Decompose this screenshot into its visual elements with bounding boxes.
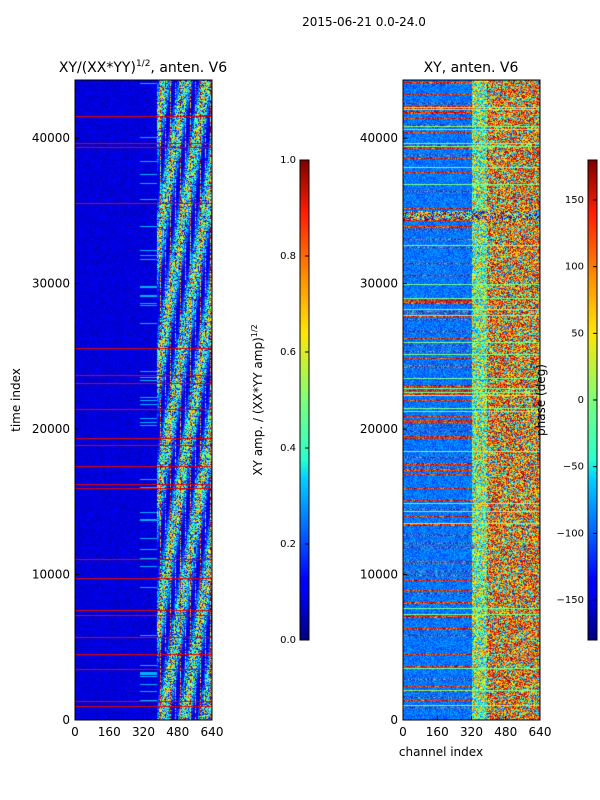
right-y-axis: 0 10000 20000 30000 40000 — [360, 131, 407, 727]
left-xtick-label: 480 — [166, 725, 189, 739]
left-ytick-label: 40000 — [32, 131, 70, 145]
left-ytick-label: 0 — [62, 713, 70, 727]
right-xtick-label: 640 — [529, 725, 552, 739]
left-colorbar-ticks: 0.0 0.2 0.4 0.6 0.8 1.0 — [280, 155, 309, 646]
right-heatmap-raster — [403, 80, 540, 720]
right-cbtick-label: −150 — [557, 595, 584, 606]
left-cbtick-label: 0.6 — [280, 347, 296, 358]
left-colorbar — [299, 159, 310, 641]
right-ytick-label: 10000 — [360, 568, 398, 582]
right-cbtick-label: 150 — [565, 195, 584, 206]
left-title: XY/(XX*YY)1/2, anten. V6 — [59, 59, 227, 76]
left-y-label: time index — [9, 368, 23, 432]
left-cbtick-label: 0.8 — [280, 251, 296, 262]
left-ytick-label: 20000 — [32, 422, 70, 436]
right-colorbar-label: phase (deg) — [534, 364, 548, 436]
left-heatmap-image — [75, 80, 212, 720]
right-xtick-label: 160 — [426, 725, 449, 739]
left-cbtick-label: 0.4 — [280, 443, 296, 454]
left-ytick-label: 10000 — [32, 568, 70, 582]
right-x-label: channel index — [399, 745, 483, 759]
right-xtick-label: 480 — [494, 725, 517, 739]
right-ytick-label: 40000 — [360, 131, 398, 145]
right-heatmap-image — [403, 80, 540, 720]
left-cbtick-label: 0.2 — [280, 539, 296, 550]
right-cbtick-label: −50 — [563, 462, 584, 473]
left-xtick-label: 0 — [71, 725, 79, 739]
left-cbtick-label: 1.0 — [280, 155, 296, 166]
right-xtick-label: 0 — [399, 725, 407, 739]
right-ytick-label: 0 — [390, 713, 398, 727]
right-colorbar-ticks: −150 −100 −50 0 50 100 150 — [557, 195, 597, 606]
right-cbtick-label: 0 — [578, 395, 584, 406]
left-panel: XY/(XX*YY)1/2, anten. V6 0 160 320 480 640 0… — [9, 59, 310, 739]
right-cbtick-label: 100 — [565, 262, 584, 273]
left-xtick-label: 160 — [98, 725, 121, 739]
left-colorbar-label: XY amp. / (XX*YY amp)1/2 — [250, 324, 265, 475]
left-cbtick-label: 0.0 — [280, 635, 296, 646]
left-xtick-label: 320 — [132, 725, 155, 739]
right-xtick-label: 320 — [460, 725, 483, 739]
right-cbtick-label: −100 — [557, 528, 584, 539]
left-y-axis: 0 10000 20000 30000 40000 — [32, 131, 79, 727]
left-heatmap-raster — [75, 80, 212, 720]
right-cbtick-label: 50 — [571, 328, 584, 339]
left-ytick-label: 30000 — [32, 277, 70, 291]
left-xtick-label: 640 — [201, 725, 224, 739]
right-title: XY, anten. V6 — [424, 60, 519, 76]
left-x-axis: 0 160 320 480 640 — [71, 716, 223, 739]
right-panel: XY, anten. V6 0 160 320 480 640 0 10000 20000 3… — [360, 60, 598, 759]
figure-suptitle: 2015-06-21 0.0-24.0 — [302, 15, 426, 29]
right-x-axis: 0 160 320 480 640 — [399, 716, 551, 739]
right-ytick-label: 20000 — [360, 422, 398, 436]
right-ytick-label: 30000 — [360, 277, 398, 291]
